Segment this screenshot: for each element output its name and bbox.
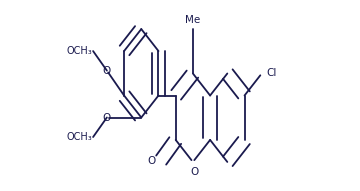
Text: O: O bbox=[191, 167, 199, 177]
Text: OCH₃: OCH₃ bbox=[66, 132, 92, 142]
Text: Me: Me bbox=[185, 15, 201, 25]
Text: O: O bbox=[148, 156, 156, 166]
Text: O: O bbox=[103, 112, 111, 122]
Text: O: O bbox=[103, 66, 111, 76]
Text: OCH₃: OCH₃ bbox=[66, 46, 92, 56]
Text: Cl: Cl bbox=[266, 69, 276, 79]
